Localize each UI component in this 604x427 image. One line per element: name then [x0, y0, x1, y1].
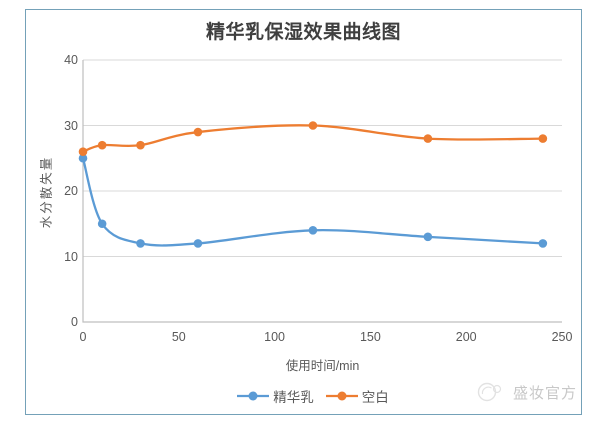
- y-tick-label: 20: [64, 184, 78, 198]
- y-tick-label: 0: [71, 315, 78, 329]
- data-point-marker: [97, 219, 107, 229]
- x-tick-label: 250: [551, 330, 573, 344]
- data-point-marker: [136, 239, 145, 248]
- x-tick-label: 100: [264, 330, 286, 344]
- axis-lines: [82, 60, 562, 323]
- watermark: 盛妆官方: [477, 381, 577, 403]
- data-point-marker: [308, 121, 318, 130]
- watermark-text: 盛妆官方: [513, 384, 578, 402]
- x-tick-label: 150: [359, 330, 381, 344]
- chart-title: 精华乳保湿效果曲线图: [205, 22, 401, 43]
- watermark-logo-icon: [477, 382, 502, 402]
- y-tick-label: 40: [64, 53, 78, 67]
- x-tick-label: 50: [171, 330, 186, 344]
- x-tick-label: 200: [455, 330, 477, 344]
- data-point-marker: [193, 239, 203, 248]
- data-point-marker: [423, 232, 433, 242]
- y-tick-label: 10: [64, 249, 78, 264]
- legend-label: 空白: [361, 390, 389, 405]
- legend-marker-icon: [237, 391, 270, 401]
- data-point-marker: [136, 140, 145, 150]
- data-point-marker: [538, 134, 548, 143]
- data-point-marker: [423, 134, 433, 143]
- data-point-marker: [308, 226, 318, 235]
- chart-frame: [25, 9, 582, 415]
- chart-legend: 精华乳 空白: [83, 386, 543, 406]
- legend-marker-icon: [325, 391, 358, 401]
- data-point-marker: [97, 140, 107, 150]
- data-point-marker: [78, 147, 88, 156]
- y-tick-label: 30: [64, 118, 78, 133]
- legend-item: 精华乳: [237, 386, 314, 406]
- x-tick-label: 0: [79, 330, 87, 344]
- data-point-marker: [193, 127, 203, 137]
- legend-item: 空白: [325, 386, 389, 406]
- data-point-marker: [538, 239, 548, 248]
- data-point-marker: [78, 153, 88, 163]
- x-axis-title: 使用时间/min: [285, 359, 360, 373]
- legend-label: 精华乳: [273, 390, 314, 405]
